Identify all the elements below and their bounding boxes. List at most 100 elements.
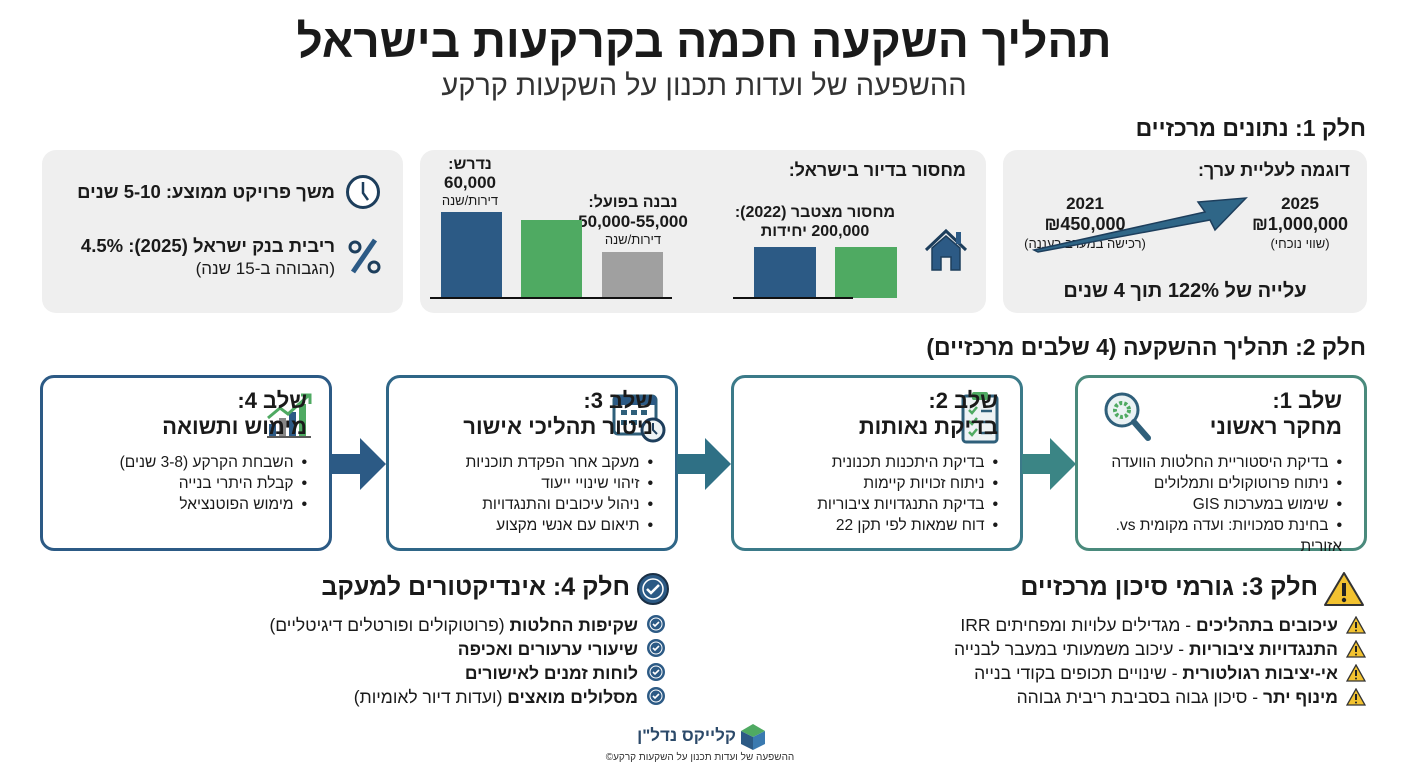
risk-desc: - עיכוב משמעותי במעבר לבנייה [954,639,1189,659]
warning-icon [1324,572,1364,606]
stage-3-card: שלב 3:ניטור תהליכי אישור מעקב אחר הפקדת … [386,375,678,551]
cumulative-value: 200,000 יחידות [760,223,870,240]
growth-arrow-icon [1031,197,1248,253]
list-item: שקיפות החלטות (פרוטוקולים ופורטלים דיגיט… [269,613,666,637]
risk-list: עיכובים בתהליכים - מגדילים עלויות ומפחית… [954,613,1367,709]
list-item: עיכובים בתהליכים - מגדילים עלויות ומפחית… [954,613,1367,637]
stage-2-list: בדיקת היתכנות תכנוניתניתוח זכויות קיימות… [817,452,998,536]
required-unit: דירות/שנה [441,193,499,208]
built-bar-gray [602,252,663,298]
logo-text: קלייקס נדל"ן [637,726,736,745]
stage-1-list: בדיקת היסטוריית החלטות הוועדהניתוח פרוטו… [1092,452,1342,557]
list-item: התנגדויות ציבוריות - עיכוב משמעותי במעבר… [954,637,1367,661]
risk-desc: - מגדילים עלויות ומפחיתים IRR [960,615,1196,635]
shortage-title: מחסור בדיור בישראל: [788,160,966,180]
stage-1-card: שלב 1:מחקר ראשוני בדיקת היסטוריית החלטות… [1075,375,1367,555]
value-example-panel [1003,150,1367,313]
list-item: שיעורי ערעורים ואכיפה [269,637,666,661]
list-item: קבלת היתרי בנייה [120,473,307,494]
magnifier-gear-icon [1104,392,1151,441]
indicator-title: שקיפות החלטות [509,615,638,635]
shortage-bar-blue [754,247,816,298]
shortage-baseline [733,297,853,299]
stage-3-name: ניטור תהליכי אישור [463,414,653,439]
page-subtitle: ההשפעה של ועדות תכנון על השקעות קרקע [441,70,967,102]
flow-arrow-icon [677,438,731,490]
warning-icon [1345,663,1367,682]
stage-4-label: שלב 4: [237,388,307,413]
calendar-clock-icon [612,394,666,443]
stage-1-name: מחקר ראשוני [1209,414,1342,439]
project-duration: משך פרויקט ממוצע: 5-10 שנים [77,181,335,202]
current-price: ₪1,000,000 [1252,214,1348,234]
current-note: (שווי נוכחי) [1270,236,1330,251]
indicator-list: שקיפות החלטות (פרוטוקולים ופורטלים דיגיט… [269,613,666,709]
clipboard-checklist-icon [961,392,999,444]
risk-desc: - שינויים תכופים בקודי בנייה [974,663,1183,683]
risk-title: מינוף יתר [1262,687,1338,707]
indicator-title: לוחות זמנים לאישורים [464,663,638,683]
part1-heading: חלק 1: נתונים מרכזיים [1135,115,1366,141]
part2-heading: חלק 2: תהליך ההשקעה (4 שלבים מרכזיים) [926,334,1366,360]
stage-4-list: השבחת הקרקע (3-8 שנים)קבלת היתרי בנייהמי… [120,452,307,515]
warning-icon [1345,615,1367,634]
list-item: בדיקת היתכנות תכנונית [817,452,998,473]
indicator-desc: (ועדות דיור לאומיות) [353,687,508,707]
risk-title: התנגדויות ציבוריות [1188,639,1338,659]
value-example-title: דוגמה לעליית ערך: [1197,160,1350,180]
list-item: ניתוח פרוטוקולים ותמלולים [1092,473,1342,494]
house-icon [924,228,968,271]
stage-4-name: מימוש ותשואה [162,414,307,439]
cumulative-label: מחסור מצטבר (2022): [734,204,896,221]
stage-2-card: שלב 2:בדיקת נאותות בדיקת היתכנות תכנונית… [731,375,1023,551]
check-circle-icon [637,573,669,605]
list-item: תיאום עם אנשי מקצוע [466,515,653,536]
part4-heading: חלק 4: אינדיקטורים למעקב [321,573,631,601]
required-bar [441,212,502,298]
check-circle-icon [647,639,665,657]
stage-2-name: בדיקת נאותות [858,414,998,439]
stage-3-list: מעקב אחר הפקדת תוכניותזיהוי שינויי ייעוד… [466,452,653,536]
required-label: נדרש: [448,156,492,173]
list-item: מינוף יתר - סיכון גבוה בסביבת ריבית גבוה… [954,685,1367,709]
stage-4-card: שלב 4:מימוש ותשואה השבחת הקרקע (3-8 שנים… [40,375,332,551]
built-label: נבנה בפועל: [588,194,678,211]
footer-text: ההשפעה של ועדות תכנון על השקעות קרקע© [605,752,795,763]
check-circle-icon [647,663,665,681]
current-year: 2025 [1281,194,1319,213]
shortage-bar-green [835,247,897,298]
flow-arrow-icon [1022,438,1076,490]
logo-icon [741,724,765,750]
list-item: שימוש במערכות GIS [1092,494,1342,515]
list-item: אי-יציבות רגולטורית - שינויים תכופים בקו… [954,661,1367,685]
list-item: מסלולים מואצים (ועדות דיור לאומיות) [269,685,666,709]
list-item: מימוש הפוטנציאל [120,494,307,515]
required-value: 60,000 [444,173,496,192]
stage-1-label: שלב 1: [1272,388,1342,413]
list-item: בדיקת התנגדויות ציבוריות [817,494,998,515]
list-item: בחינת סמכויות: ועדה מקומית vs. אזורית [1092,515,1342,557]
chart-baseline [430,297,672,299]
indicator-title: שיעורי ערעורים ואכיפה [457,639,638,659]
list-item: מעקב אחר הפקדת תוכניות [466,452,653,473]
indicator-title: מסלולים מואצים [507,687,638,707]
indicator-desc: (פרוטוקולים ופורטלים דיגיטליים) [269,615,510,635]
list-item: בדיקת היסטוריית החלטות הוועדה [1092,452,1342,473]
percent-icon [348,238,381,274]
built-bar-green [521,220,582,298]
warning-icon [1345,687,1367,706]
risk-title: עיכובים בתהליכים [1195,615,1338,635]
list-item: זיהוי שינויי ייעוד [466,473,653,494]
built-value: 50,000-55,000 [578,212,688,231]
list-item: השבחת הקרקע (3-8 שנים) [120,452,307,473]
risk-title: אי-יציבות רגולטורית [1182,663,1338,683]
list-item: ניתוח זכויות קיימות [817,473,998,494]
warning-icon [1345,639,1367,658]
list-item: ניהול עיכובים והתנגדויות [466,494,653,515]
interest-rate-note: (הגבוהה ב-15 שנה) [195,259,335,278]
part3-heading: חלק 3: גורמי סיכון מרכזיים [1020,573,1318,601]
built-unit: דירות/שנה [604,232,662,247]
stage-3-label: שלב 3: [583,388,653,413]
facts-panel [42,150,403,313]
growth-chart-icon [267,393,312,438]
